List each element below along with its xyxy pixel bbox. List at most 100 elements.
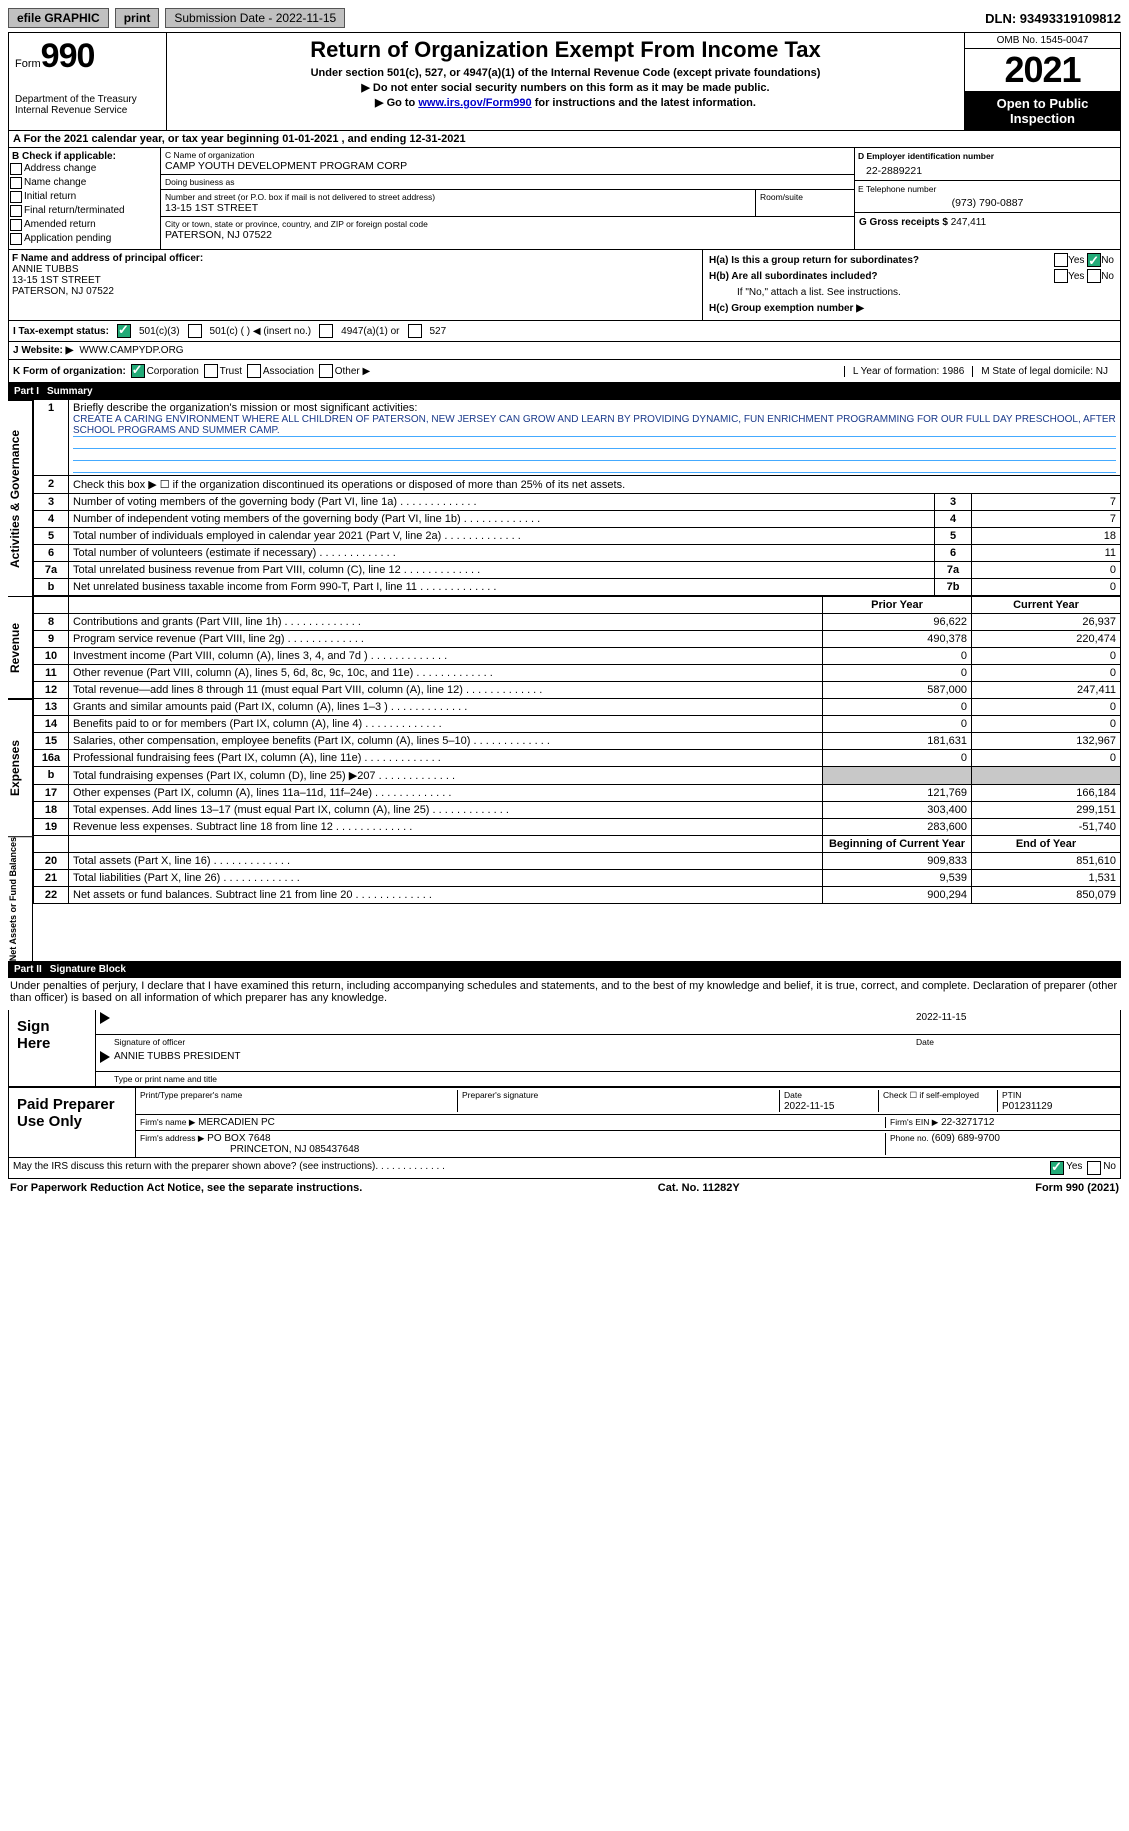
sidebar-netassets: Net Assets or Fund Balances	[8, 836, 33, 961]
table-row: 7aTotal unrelated business revenue from …	[34, 562, 1121, 579]
part2-title: Signature Block	[50, 964, 1115, 975]
name-title-label: Type or print name and title	[100, 1074, 217, 1084]
hb-yes[interactable]	[1054, 269, 1068, 283]
table-row: 21Total liabilities (Part X, line 26)9,5…	[34, 870, 1121, 887]
officer-addr2: PATERSON, NJ 07522	[12, 286, 114, 297]
table-row: bNet unrelated business taxable income f…	[34, 579, 1121, 596]
f-label: F Name and address of principal officer:	[12, 253, 203, 264]
footer-left: For Paperwork Reduction Act Notice, see …	[10, 1182, 362, 1194]
chk-501c[interactable]	[188, 324, 202, 338]
org-name: CAMP YOUTH DEVELOPMENT PROGRAM CORP	[165, 160, 850, 172]
chk-amended[interactable]: Amended return	[24, 218, 157, 232]
date-label: Date	[916, 1037, 1116, 1047]
hc-label: H(c) Group exemption number ▶	[709, 303, 864, 314]
chk-corp[interactable]	[131, 364, 145, 378]
line2-text: Check this box ▶ ☐ if the organization d…	[69, 476, 1121, 494]
website-val: WWW.CAMPYDP.ORG	[79, 345, 183, 356]
table-row: 9Program service revenue (Part VIII, lin…	[34, 631, 1121, 648]
chk-trust[interactable]	[204, 364, 218, 378]
hdr-prior: Prior Year	[823, 597, 972, 614]
sign-here-label: Sign Here	[9, 1010, 96, 1086]
table-row: 14Benefits paid to or for members (Part …	[34, 716, 1121, 733]
irs-discuss: May the IRS discuss this return with the…	[13, 1161, 375, 1175]
goto-post: for instructions and the latest informat…	[532, 97, 756, 109]
sig-date: 2022-11-15	[916, 1012, 1116, 1032]
arrow-icon	[100, 1012, 110, 1024]
form-number: 990	[41, 37, 95, 75]
prep-name-label: Print/Type preparer's name	[140, 1090, 242, 1100]
mission-text: CREATE A CARING ENVIRONMENT WHERE ALL CH…	[73, 414, 1116, 437]
chk-pending[interactable]: Application pending	[24, 232, 157, 246]
footer-right: Form 990 (2021)	[1035, 1182, 1119, 1194]
dln: DLN: 93493319109812	[985, 11, 1121, 26]
gross-label: G Gross receipts $	[859, 217, 948, 228]
return-title: Return of Organization Exempt From Incom…	[173, 37, 958, 63]
discuss-no[interactable]	[1087, 1161, 1101, 1175]
l-year: L Year of formation: 1986	[844, 366, 972, 377]
firm-phone: (609) 689-9700	[932, 1133, 1000, 1144]
chk-4947[interactable]	[319, 324, 333, 338]
hdr-begin: Beginning of Current Year	[823, 836, 972, 853]
b-label: B Check if applicable:	[12, 151, 116, 162]
hdr-end: End of Year	[972, 836, 1121, 853]
firm-addr: PO BOX 7648	[207, 1133, 270, 1144]
city-label: City or town, state or province, country…	[165, 219, 850, 229]
arrow-icon	[100, 1051, 110, 1063]
hdr-current: Current Year	[972, 597, 1121, 614]
firm-ein: 22-3271712	[941, 1117, 994, 1128]
table-row: 6Total number of volunteers (estimate if…	[34, 545, 1121, 562]
chk-name[interactable]: Name change	[24, 176, 157, 190]
table-row: 22Net assets or fund balances. Subtract …	[34, 887, 1121, 904]
sidebar-revenue: Revenue	[8, 596, 33, 699]
table-row: 3Number of voting members of the governi…	[34, 494, 1121, 511]
firm-addr-label: Firm's address ▶	[140, 1133, 204, 1143]
addr-label: Number and street (or P.O. box if mail i…	[165, 192, 751, 202]
prep-sig-label: Preparer's signature	[462, 1090, 538, 1100]
table-row: 13Grants and similar amounts paid (Part …	[34, 699, 1121, 716]
room-label: Room/suite	[760, 192, 850, 202]
hb-note: If "No," attach a list. See instructions…	[709, 285, 1114, 301]
table-row: 8Contributions and grants (Part VIII, li…	[34, 614, 1121, 631]
chk-other[interactable]	[319, 364, 333, 378]
chk-initial[interactable]: Initial return	[24, 190, 157, 204]
i-label: I Tax-exempt status:	[13, 326, 109, 337]
chk-501c3[interactable]	[117, 324, 131, 338]
discuss-yes[interactable]	[1050, 1161, 1064, 1175]
officer-name-title: ANNIE TUBBS PRESIDENT	[114, 1051, 241, 1069]
open-inspection: Open to Public Inspection	[965, 92, 1120, 130]
part1-title: Summary	[47, 386, 1115, 397]
k-label: K Form of organization:	[13, 366, 126, 377]
section-b: B Check if applicable: Address change Na…	[9, 148, 161, 249]
gross-val: 247,411	[951, 217, 986, 228]
c-name-label: C Name of organization	[165, 150, 850, 160]
j-label: J Website: ▶	[13, 345, 73, 356]
irs-link[interactable]: www.irs.gov/Form990	[418, 97, 531, 109]
goto-line: ▶ Go to www.irs.gov/Form990 for instruct…	[173, 96, 958, 109]
print-button[interactable]: print	[115, 8, 160, 28]
officer-name: ANNIE TUBBS	[12, 264, 79, 275]
chk-527[interactable]	[408, 324, 422, 338]
chk-address[interactable]: Address change	[24, 162, 157, 176]
ha-label: H(a) Is this a group return for subordin…	[709, 255, 919, 266]
ein-val: 22-2889221	[858, 161, 1117, 177]
firm-name-label: Firm's name ▶	[140, 1117, 195, 1127]
street-addr: 13-15 1ST STREET	[165, 202, 751, 214]
phone-label: E Telephone number	[858, 184, 1117, 194]
ha-no[interactable]	[1087, 253, 1101, 267]
city-val: PATERSON, NJ 07522	[165, 229, 850, 241]
row-a-calendar: A For the 2021 calendar year, or tax yea…	[8, 131, 1121, 148]
ha-yes[interactable]	[1054, 253, 1068, 267]
firm-addr2: PRINCETON, NJ 085437648	[140, 1144, 359, 1155]
table-row: 10Investment income (Part VIII, column (…	[34, 648, 1121, 665]
perjury-declaration: Under penalties of perjury, I declare th…	[8, 978, 1121, 1010]
omb-number: OMB No. 1545-0047	[965, 33, 1120, 49]
table-row: 4Number of independent voting members of…	[34, 511, 1121, 528]
chk-final[interactable]: Final return/terminated	[24, 204, 157, 218]
form-id-box: Form990 Department of the Treasury Inter…	[9, 33, 167, 130]
dept-treasury: Department of the Treasury Internal Reve…	[15, 94, 160, 116]
phone-val: (973) 790-0887	[858, 194, 1117, 209]
return-subtitle: Under section 501(c), 527, or 4947(a)(1)…	[173, 67, 958, 79]
prep-date: 2022-11-15	[784, 1101, 834, 1112]
chk-assoc[interactable]	[247, 364, 261, 378]
submission-date: Submission Date - 2022-11-15	[165, 8, 345, 28]
